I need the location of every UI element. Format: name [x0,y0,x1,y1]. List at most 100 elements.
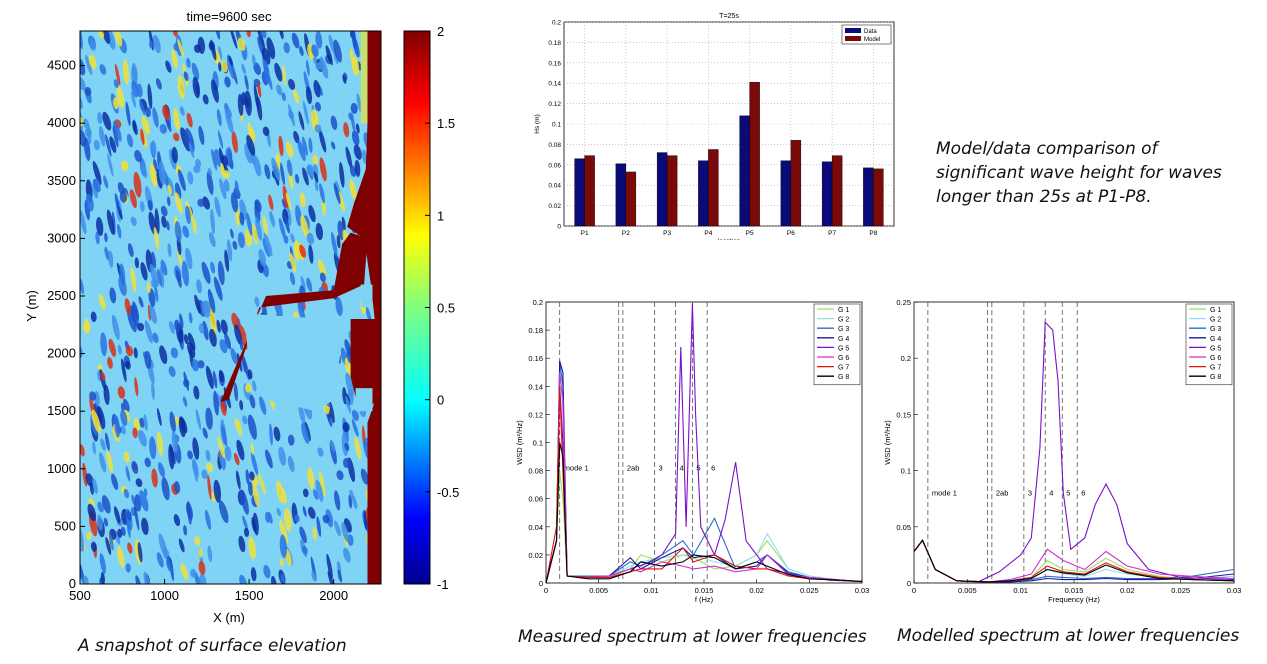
wave-crest [362,149,367,164]
wave-crest [220,319,228,335]
wave-crest [224,108,234,134]
wave-crest [111,473,119,491]
wave-crest [117,344,122,355]
bar-y-label: Hs (m) [534,114,541,134]
wave-crest [182,396,188,407]
wave-crest [177,75,185,100]
wave-crest [259,396,267,415]
wave-crest [135,575,142,584]
wave-crest [301,136,308,156]
wave-crest [319,56,329,79]
wave-crest [349,179,357,200]
wave-crest [217,130,224,149]
wave-crest [247,414,257,440]
wave-crest [192,76,201,99]
wave-crest [151,251,157,269]
wave-crest [329,417,333,426]
mode-label: mode 1 [932,488,957,497]
wave-crest [339,161,345,188]
wave-crest [82,575,89,584]
bar-category-label: P7 [828,230,836,237]
wave-crest [241,63,247,75]
wave-crest [80,31,83,50]
wave-crest [86,531,92,540]
wave-crest [352,495,358,510]
modelled-caption: Modelled spectrum at lower frequencies [897,626,1240,646]
wave-crest [133,347,138,359]
wave-crest [282,64,287,86]
wave-crest [127,243,134,258]
wave-crest [318,128,327,153]
wave-crest [315,479,324,503]
wave-crest [144,350,152,369]
wave-crest [201,469,208,480]
wave-crest [144,320,153,344]
wave-crest [127,542,133,554]
wave-crest [188,142,195,159]
y-tick-label: 2000 [47,346,76,361]
wave-crest [286,159,293,177]
wave-crest [156,268,163,287]
wave-crest [130,91,137,108]
wave-crest [268,194,274,211]
x-tick-label: 500 [69,588,91,603]
comparison-description: Model/data comparison of significant wav… [936,139,1222,207]
wave-crest [327,570,334,584]
mode-label: mode 1 [564,464,589,473]
wave-crest [219,448,225,471]
legend-label: G 3 [1210,326,1221,333]
wave-crest [214,149,223,168]
wave-crest [107,31,116,50]
wave-crest [216,393,222,407]
wave-crest [131,62,138,82]
wave-crest [167,184,172,195]
spectrum-x-tick-label: 0.015 [1065,586,1084,595]
wave-crest [169,411,176,433]
legend-label: G 6 [838,355,849,362]
wave-crest [319,157,327,182]
wave-crest [289,272,296,286]
wave-crest [314,101,322,112]
wave-crest [107,356,113,369]
wave-crest [152,34,161,54]
wave-crest [80,77,86,91]
wave-crest [194,571,203,584]
harbor-basin [244,313,343,412]
bar-data-p5 [739,115,750,227]
wave-crest [143,414,148,431]
mode-label: 3 [1028,488,1032,497]
wave-crest [88,54,97,70]
wave-crest [197,198,205,207]
wave-crest [224,76,231,88]
wave-crest [174,221,182,243]
wave-crest [240,489,249,515]
y-tick-label: 3500 [47,173,76,188]
spectrum-y-tick-label: 0.16 [528,354,543,363]
wave-crest [345,372,354,397]
wave-crest [350,102,358,114]
wave-crest [208,232,216,248]
wave-crest [356,93,362,113]
wave-crest [276,507,282,517]
wave-crest [138,296,144,308]
wave-crest [206,171,214,195]
wave-crest [125,360,131,370]
spectrum-y-tick-label: 0.05 [896,523,911,532]
wave-crest [183,371,189,392]
wave-crest [80,444,85,457]
spectrum-y-tick-label: 0 [907,579,911,588]
wave-crest [152,332,159,344]
wave-crest [155,78,162,90]
wave-crest [98,294,106,310]
wave-crest [117,528,123,538]
wave-crest [255,217,263,241]
wave-crest [179,106,185,116]
wave-crest [111,314,120,341]
wave-crest [156,407,162,427]
bar-y-tick-label: 0.04 [548,183,561,190]
bar-model-p6 [790,140,802,227]
wave-crest [266,37,276,60]
legend-label: G 5 [1210,345,1221,352]
wave-crest [186,500,192,525]
wave-crest [196,279,203,294]
